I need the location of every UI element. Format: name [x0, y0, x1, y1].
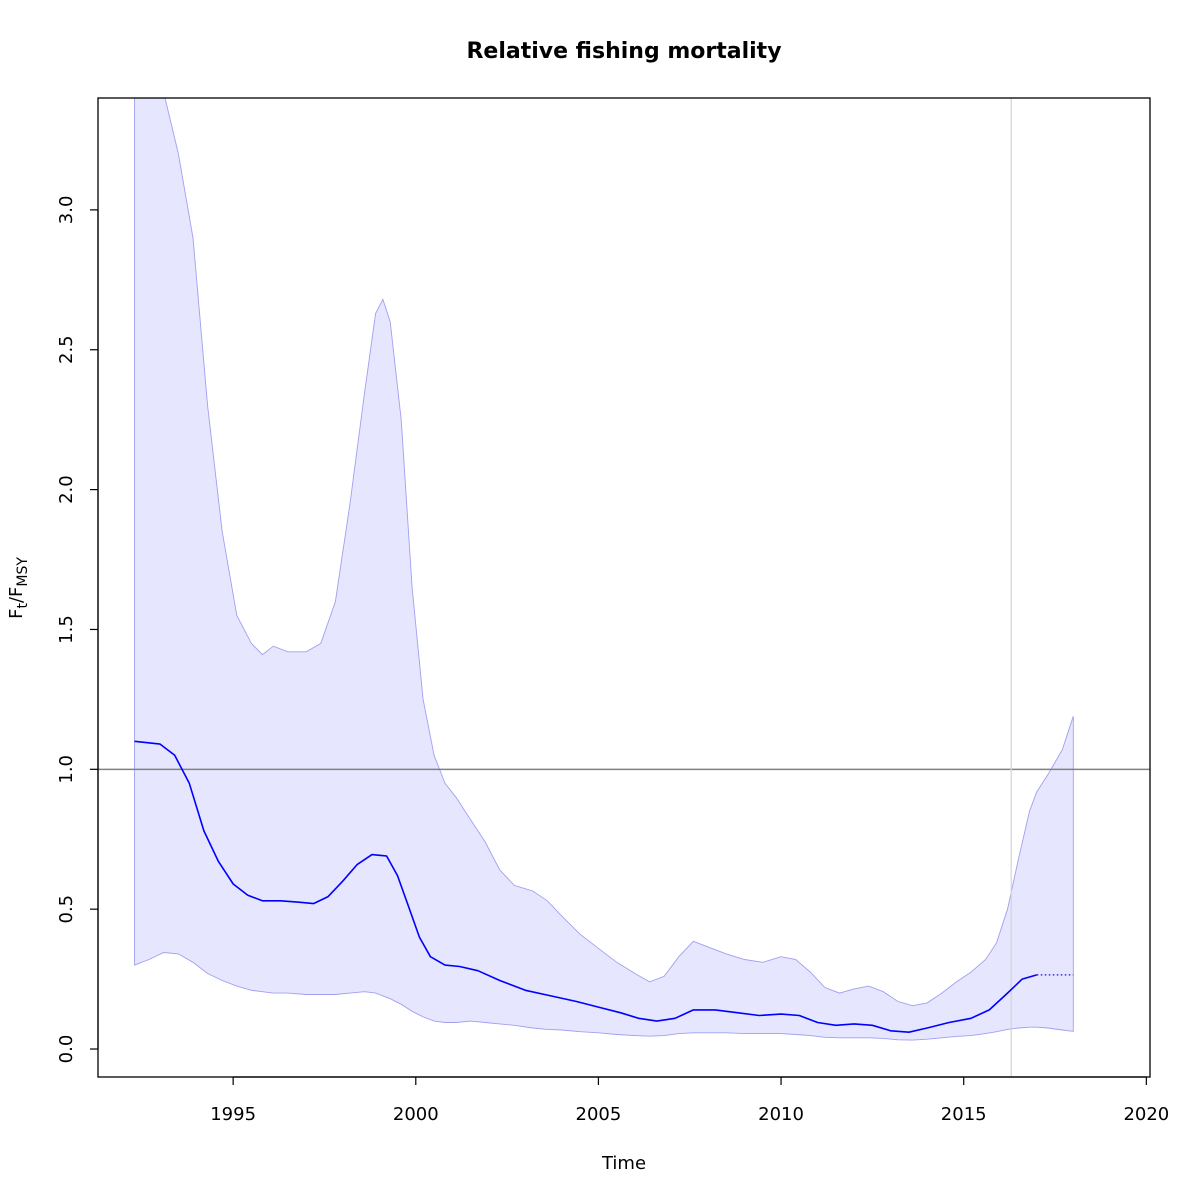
y-tick-label: 0.5: [56, 895, 77, 924]
plot-area: [98, 98, 1150, 1077]
y-axis-label-sub-t: t: [15, 603, 31, 609]
x-axis-label: Time: [601, 1153, 646, 1174]
x-tick-label: 2010: [758, 1104, 804, 1125]
confidence-band: [134, 98, 1074, 1041]
y-tick-label: 3.0: [56, 196, 77, 225]
y-tick-label: 1.5: [56, 615, 77, 644]
x-tick-label: 1995: [210, 1104, 256, 1125]
axes: 1995 2000 2005 2010 2015 2020 0.0 0.5 1.0 1.5 2.0 2…: [56, 196, 1169, 1125]
y-axis-label-f: F: [6, 609, 27, 619]
y-tick-label: 1.0: [56, 755, 77, 784]
x-tick-label: 2020: [1123, 1104, 1169, 1125]
x-tick-label: 2000: [393, 1104, 439, 1125]
y-tick-label: 2.5: [56, 335, 77, 364]
x-tick-label: 2015: [941, 1104, 987, 1125]
chart-title: Relative fishing mortality: [466, 39, 781, 64]
y-axis-label-sep: /F: [6, 587, 27, 603]
y-axis-label: Ft/FMSY: [6, 557, 31, 619]
y-tick-label: 0.0: [56, 1035, 77, 1064]
x-tick-label: 2005: [576, 1104, 622, 1125]
y-axis-label-sub-msy: MSY: [15, 557, 31, 587]
y-tick-label: 2.0: [56, 475, 77, 504]
estimate-line: [134, 740, 1038, 1033]
plot-content: [98, 98, 1150, 1077]
